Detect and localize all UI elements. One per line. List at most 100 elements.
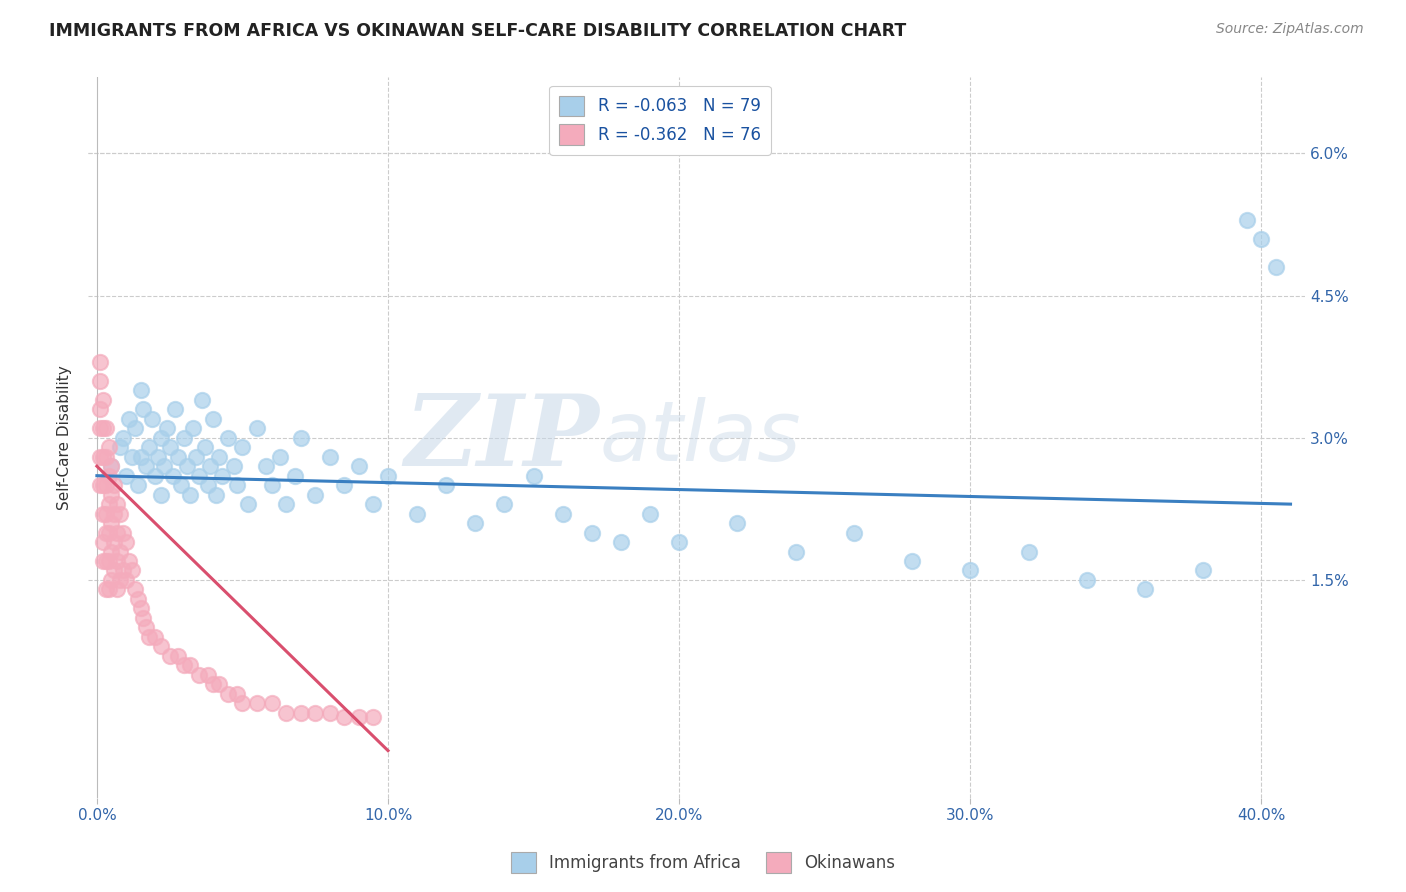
Point — [167, 648, 190, 663]
Point — [173, 431, 195, 445]
Point — [333, 478, 356, 492]
Point — [1018, 544, 1040, 558]
Legend: R = -0.063   N = 79, R = -0.362   N = 76: R = -0.063 N = 79, R = -0.362 N = 76 — [550, 86, 770, 155]
Point — [97, 497, 120, 511]
Point — [181, 421, 204, 435]
Point — [141, 411, 163, 425]
Point — [146, 450, 169, 464]
Point — [153, 459, 176, 474]
Point — [100, 516, 122, 530]
Point — [290, 431, 312, 445]
Point — [100, 488, 122, 502]
Point — [269, 450, 291, 464]
Point — [143, 630, 166, 644]
Point — [319, 450, 342, 464]
Point — [94, 582, 117, 597]
Point — [260, 478, 283, 492]
Point — [246, 696, 269, 710]
Point — [610, 535, 633, 549]
Point — [363, 497, 385, 511]
Point — [225, 687, 247, 701]
Point — [105, 525, 128, 540]
Point — [363, 710, 385, 724]
Point — [103, 564, 125, 578]
Point — [551, 507, 574, 521]
Point — [187, 468, 209, 483]
Point — [231, 440, 253, 454]
Point — [434, 478, 457, 492]
Point — [127, 591, 149, 606]
Point — [173, 658, 195, 673]
Point — [1192, 564, 1215, 578]
Point — [377, 468, 399, 483]
Point — [167, 450, 190, 464]
Point — [347, 710, 370, 724]
Point — [108, 507, 131, 521]
Point — [159, 648, 181, 663]
Point — [97, 468, 120, 483]
Point — [115, 468, 138, 483]
Point — [108, 544, 131, 558]
Point — [208, 677, 231, 691]
Point — [246, 421, 269, 435]
Point — [112, 431, 135, 445]
Point — [112, 564, 135, 578]
Point — [523, 468, 546, 483]
Point — [105, 497, 128, 511]
Point — [118, 411, 141, 425]
Point — [319, 706, 342, 720]
Point — [208, 450, 231, 464]
Point — [89, 355, 111, 369]
Point — [149, 488, 172, 502]
Point — [97, 525, 120, 540]
Point — [129, 450, 152, 464]
Point — [97, 554, 120, 568]
Point — [184, 450, 207, 464]
Point — [108, 440, 131, 454]
Point — [725, 516, 748, 530]
Point — [89, 478, 111, 492]
Point — [108, 573, 131, 587]
Point — [668, 535, 690, 549]
Point — [115, 535, 138, 549]
Point — [138, 440, 160, 454]
Point — [91, 554, 114, 568]
Point — [217, 687, 239, 701]
Point — [89, 450, 111, 464]
Point — [194, 440, 217, 454]
Point — [304, 706, 326, 720]
Point — [100, 573, 122, 587]
Point — [127, 478, 149, 492]
Y-axis label: Self-Care Disability: Self-Care Disability — [58, 366, 72, 510]
Text: Source: ZipAtlas.com: Source: ZipAtlas.com — [1216, 22, 1364, 37]
Point — [103, 535, 125, 549]
Point — [197, 478, 219, 492]
Point — [347, 459, 370, 474]
Point — [118, 554, 141, 568]
Point — [115, 573, 138, 587]
Point — [290, 706, 312, 720]
Point — [132, 611, 155, 625]
Point — [100, 459, 122, 474]
Point — [260, 696, 283, 710]
Point — [238, 497, 260, 511]
Point — [638, 507, 661, 521]
Point — [89, 402, 111, 417]
Point — [254, 459, 277, 474]
Point — [197, 668, 219, 682]
Point — [97, 440, 120, 454]
Point — [842, 525, 865, 540]
Point — [304, 488, 326, 502]
Point — [129, 384, 152, 398]
Point — [159, 440, 181, 454]
Point — [138, 630, 160, 644]
Point — [132, 402, 155, 417]
Point — [1265, 260, 1288, 274]
Legend: Immigrants from Africa, Okinawans: Immigrants from Africa, Okinawans — [505, 846, 901, 880]
Point — [170, 478, 193, 492]
Point — [100, 544, 122, 558]
Point — [165, 402, 187, 417]
Point — [124, 582, 146, 597]
Point — [91, 535, 114, 549]
Point — [217, 431, 239, 445]
